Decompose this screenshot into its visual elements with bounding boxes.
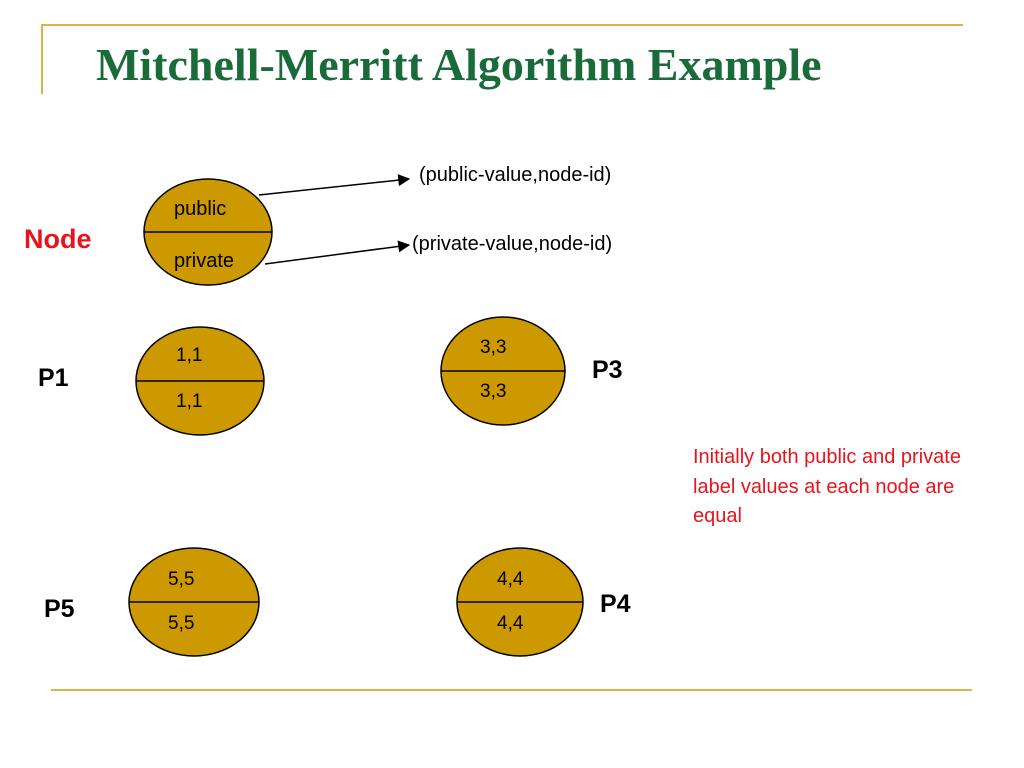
process-label-p5: P5 bbox=[44, 595, 75, 623]
public-annotation: (public-value,node-id) bbox=[419, 164, 612, 186]
private-annotation: (private-value,node-id) bbox=[412, 233, 613, 255]
p4-private-value: 4,4 bbox=[497, 613, 524, 634]
process-label-p4: P4 bbox=[600, 590, 631, 618]
process-label-p3: P3 bbox=[592, 356, 623, 384]
p1-private-value: 1,1 bbox=[176, 391, 203, 412]
p4-public-value: 4,4 bbox=[497, 569, 524, 590]
p5-private-value: 5,5 bbox=[168, 613, 195, 634]
process-label-p1: P1 bbox=[38, 364, 69, 392]
private-annotation-arrow bbox=[264, 240, 411, 265]
node-legend-label: Node bbox=[24, 224, 92, 254]
initial-state-note: Initially both public and private label … bbox=[693, 446, 961, 527]
process-node-p3 bbox=[440, 316, 566, 426]
legend-public-field: public bbox=[174, 198, 227, 220]
process-node-p4 bbox=[456, 547, 584, 657]
process-node-p1 bbox=[135, 326, 265, 436]
p3-public-value: 3,3 bbox=[480, 337, 507, 358]
footer-rule bbox=[51, 689, 972, 691]
legend-node bbox=[143, 178, 273, 286]
p5-public-value: 5,5 bbox=[168, 569, 195, 590]
legend-private-field: private bbox=[174, 250, 235, 272]
title-rule-horizontal bbox=[41, 24, 963, 26]
p1-public-value: 1,1 bbox=[176, 345, 203, 366]
p3-private-value: 3,3 bbox=[480, 381, 507, 402]
public-annotation-arrow bbox=[258, 174, 411, 196]
slide-title: Mitchell-Merritt Algorithm Example bbox=[96, 39, 822, 90]
title-rule-vertical bbox=[41, 24, 43, 94]
process-node-p5 bbox=[128, 547, 260, 657]
